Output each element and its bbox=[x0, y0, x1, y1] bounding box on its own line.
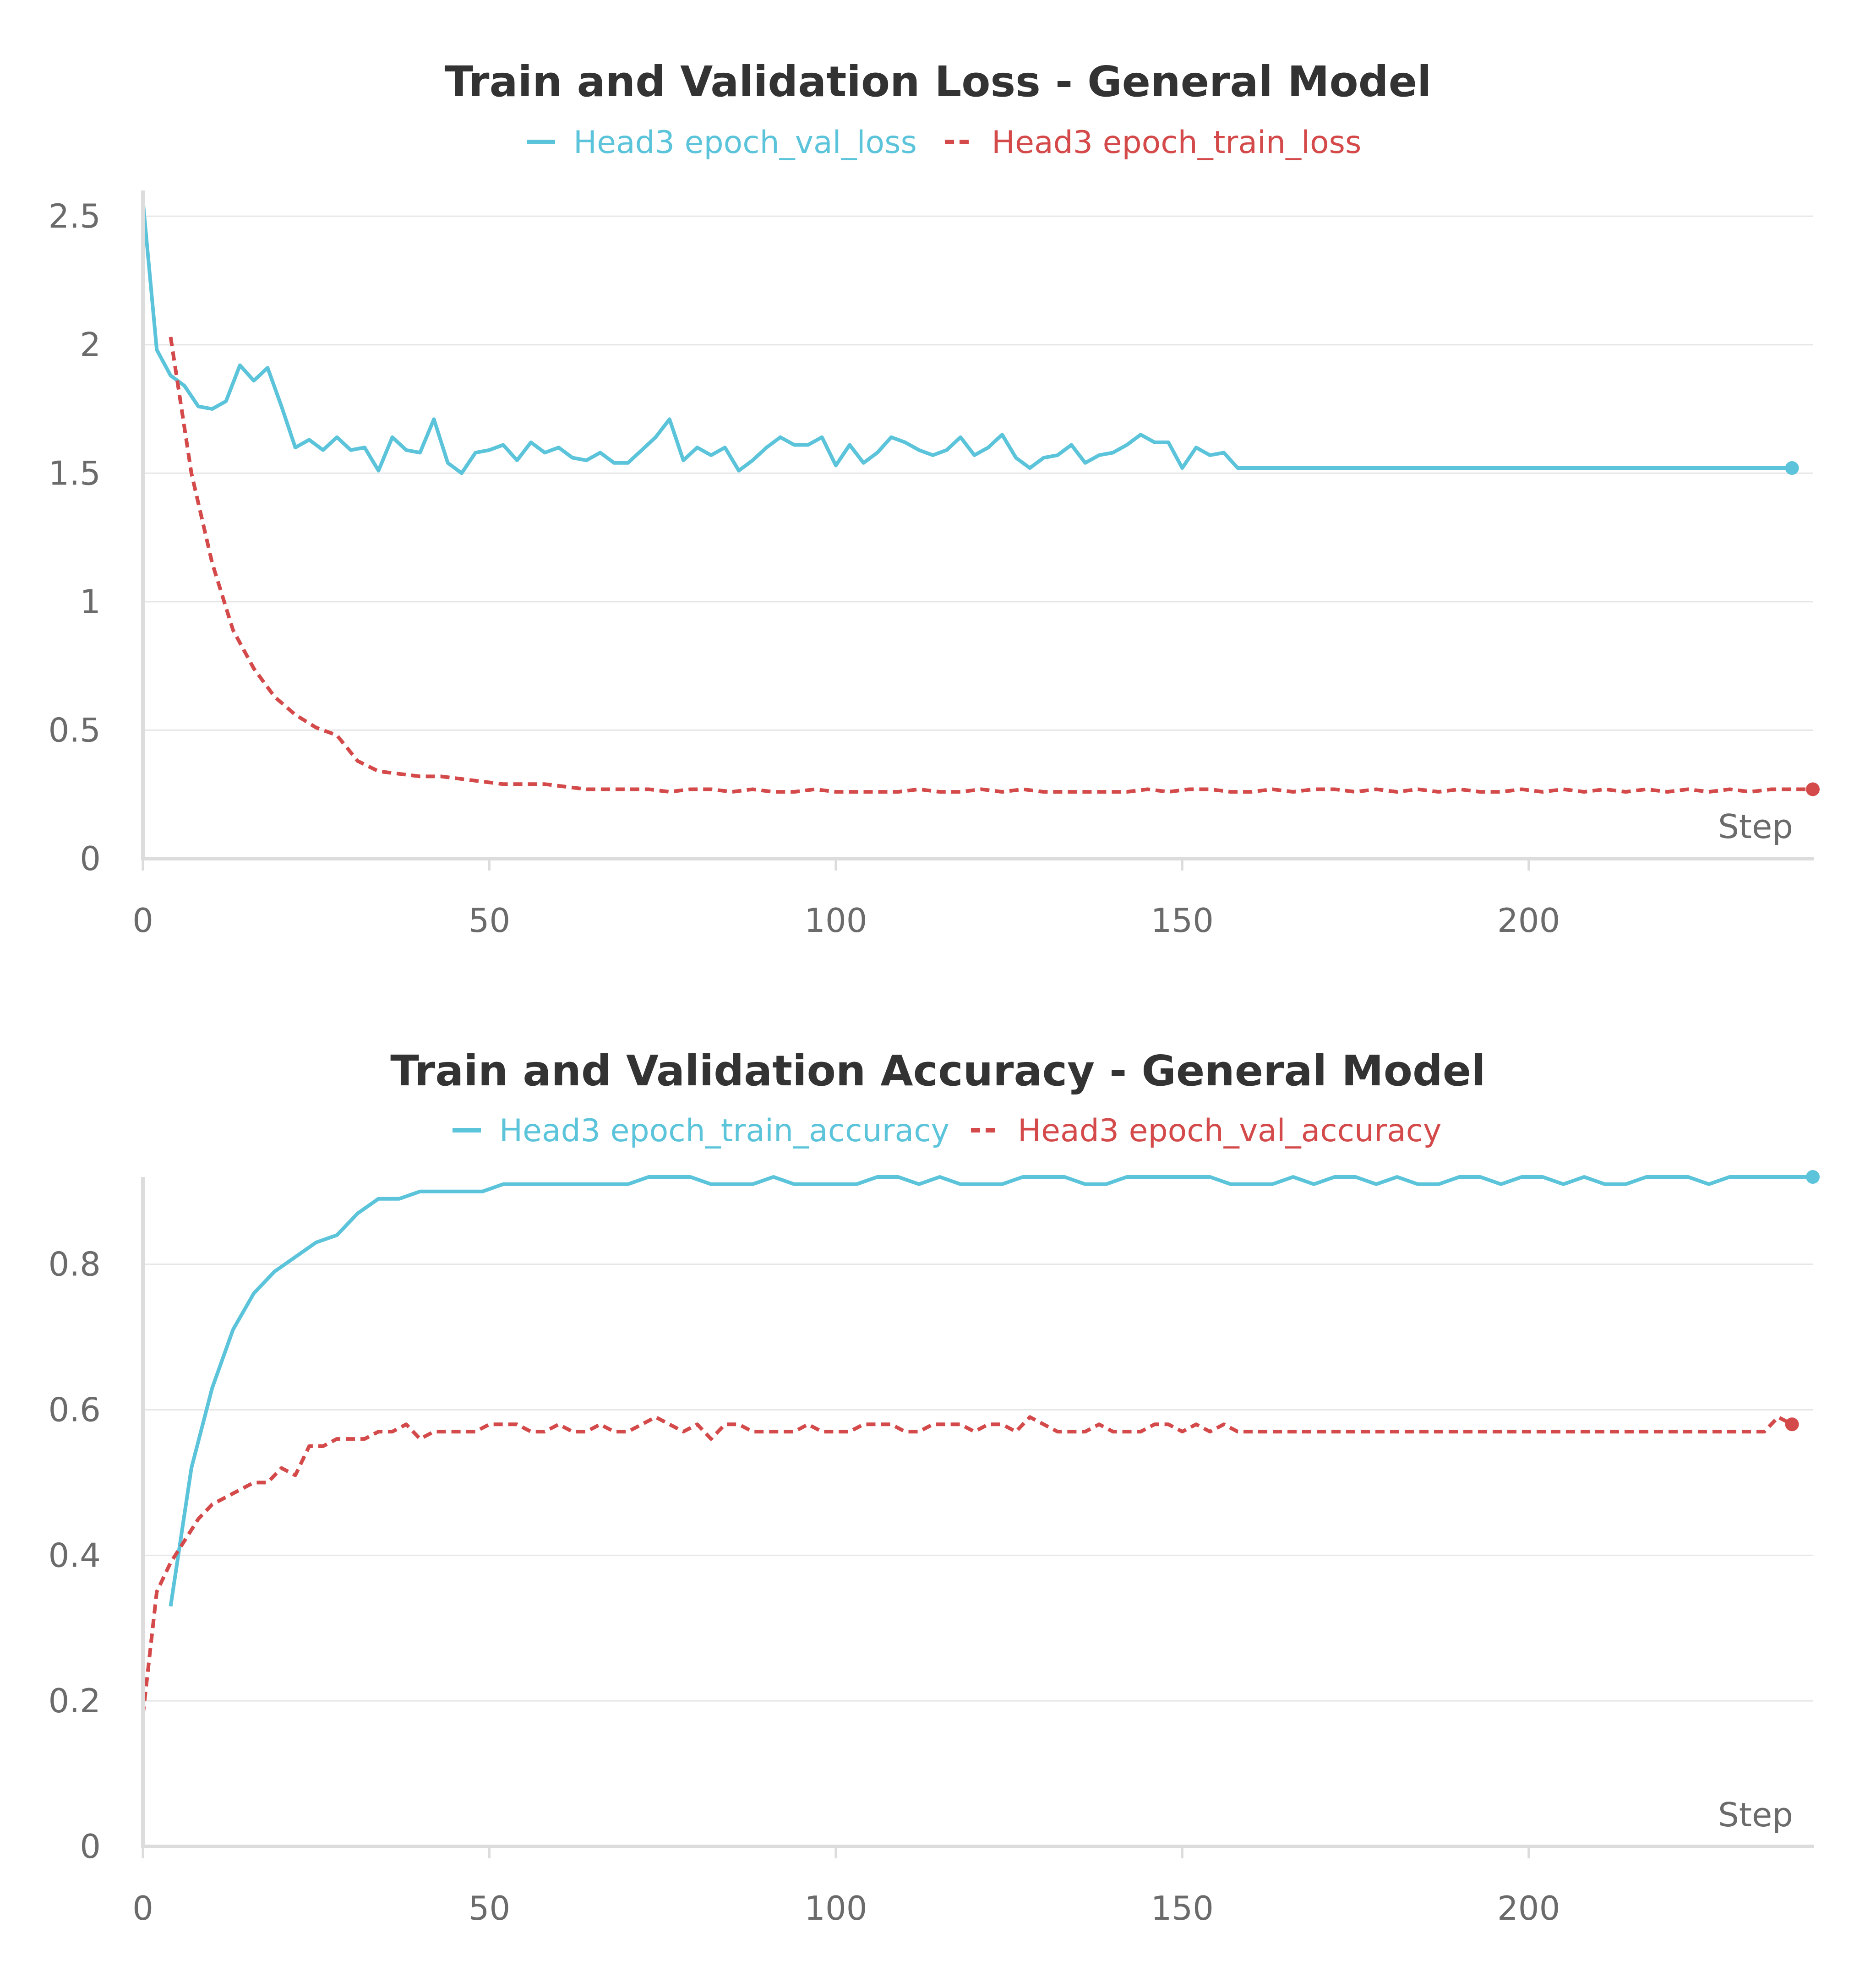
y-axis-ticks: 0 0.5 1 1.5 2 2.5 bbox=[48, 197, 101, 878]
y-tick-label: 1.5 bbox=[48, 454, 101, 492]
x-axis-ticks: 0 50 100 150 200 bbox=[132, 859, 1560, 940]
y-tick-label: 0.5 bbox=[48, 711, 101, 749]
legend-label-train-loss: Head3 epoch_train_loss bbox=[992, 125, 1361, 161]
series-line-head3-epoch_train_accuracy[interactable] bbox=[169, 1175, 1813, 1607]
x-tick-label: 0 bbox=[132, 901, 153, 940]
series-end-marker bbox=[1806, 1170, 1820, 1184]
legend-item-train-loss[interactable]: Head3 epoch_train_loss bbox=[945, 125, 1361, 161]
y-tick-label: 0.2 bbox=[48, 1682, 101, 1720]
x-tick-label: 150 bbox=[1151, 1889, 1214, 1927]
x-tick-label: 100 bbox=[804, 901, 867, 940]
grid-lines bbox=[143, 215, 1813, 731]
y-tick-label: 1 bbox=[80, 583, 101, 621]
series-end-marker bbox=[1785, 1417, 1799, 1432]
y-tick-label: 2.5 bbox=[48, 197, 101, 235]
chart-title: Train and Validation Accuracy - General … bbox=[390, 1046, 1485, 1095]
y-tick-label: 0 bbox=[80, 839, 101, 878]
x-tick-label: 50 bbox=[469, 1889, 511, 1927]
x-axis-label: Step bbox=[1718, 807, 1793, 846]
legend-item-val-loss[interactable]: Head3 epoch_val_loss bbox=[527, 125, 917, 161]
chart-title: Train and Validation Loss - General Mode… bbox=[444, 57, 1431, 106]
legend: Head3 epoch_train_accuracy Head3 epoch_v… bbox=[453, 1113, 1441, 1149]
x-tick-label: 100 bbox=[804, 1889, 867, 1927]
y-tick-label: 0.4 bbox=[48, 1536, 101, 1574]
series-line-head3-epoch_train_loss[interactable] bbox=[169, 337, 1813, 794]
accuracy-chart: Train and Validation Accuracy - General … bbox=[48, 1046, 1820, 1927]
series-end-marker bbox=[1806, 782, 1820, 796]
y-tick-label: 0 bbox=[80, 1827, 101, 1866]
x-axis-ticks: 0 50 100 150 200 bbox=[132, 1846, 1560, 1927]
x-tick-label: 200 bbox=[1497, 1889, 1560, 1927]
series-layer bbox=[141, 1170, 1820, 1716]
series-end-marker bbox=[1785, 461, 1799, 475]
x-tick-label: 200 bbox=[1497, 901, 1560, 940]
x-tick-label: 50 bbox=[469, 901, 511, 940]
series-layer bbox=[141, 201, 1820, 796]
series-line-head3-epoch_val_loss[interactable] bbox=[141, 201, 1792, 475]
x-tick-label: 150 bbox=[1151, 901, 1214, 940]
legend-item-val-accuracy[interactable]: Head3 epoch_val_accuracy bbox=[971, 1113, 1441, 1149]
legend-label-val-accuracy: Head3 epoch_val_accuracy bbox=[1018, 1113, 1441, 1149]
y-tick-label: 0.8 bbox=[48, 1245, 101, 1284]
x-tick-label: 0 bbox=[132, 1889, 153, 1927]
legend-label-train-accuracy: Head3 epoch_train_accuracy bbox=[499, 1113, 949, 1149]
loss-chart: Train and Validation Loss - General Mode… bbox=[48, 57, 1820, 940]
x-axis-label: Step bbox=[1718, 1796, 1793, 1834]
y-tick-label: 2 bbox=[80, 326, 101, 364]
y-tick-label: 0.6 bbox=[48, 1391, 101, 1429]
grid-lines bbox=[143, 1263, 1813, 1702]
legend-item-train-accuracy[interactable]: Head3 epoch_train_accuracy bbox=[453, 1113, 949, 1149]
series-line-head3-epoch_val_accuracy[interactable] bbox=[141, 1415, 1793, 1716]
legend: Head3 epoch_val_loss Head3 epoch_train_l… bbox=[527, 125, 1361, 161]
legend-label-val-loss: Head3 epoch_val_loss bbox=[573, 125, 917, 161]
y-axis-ticks: 0 0.2 0.4 0.6 0.8 bbox=[48, 1245, 101, 1866]
